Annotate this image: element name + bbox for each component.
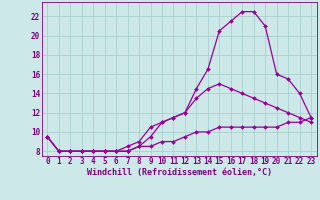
X-axis label: Windchill (Refroidissement éolien,°C): Windchill (Refroidissement éolien,°C) xyxy=(87,168,272,177)
